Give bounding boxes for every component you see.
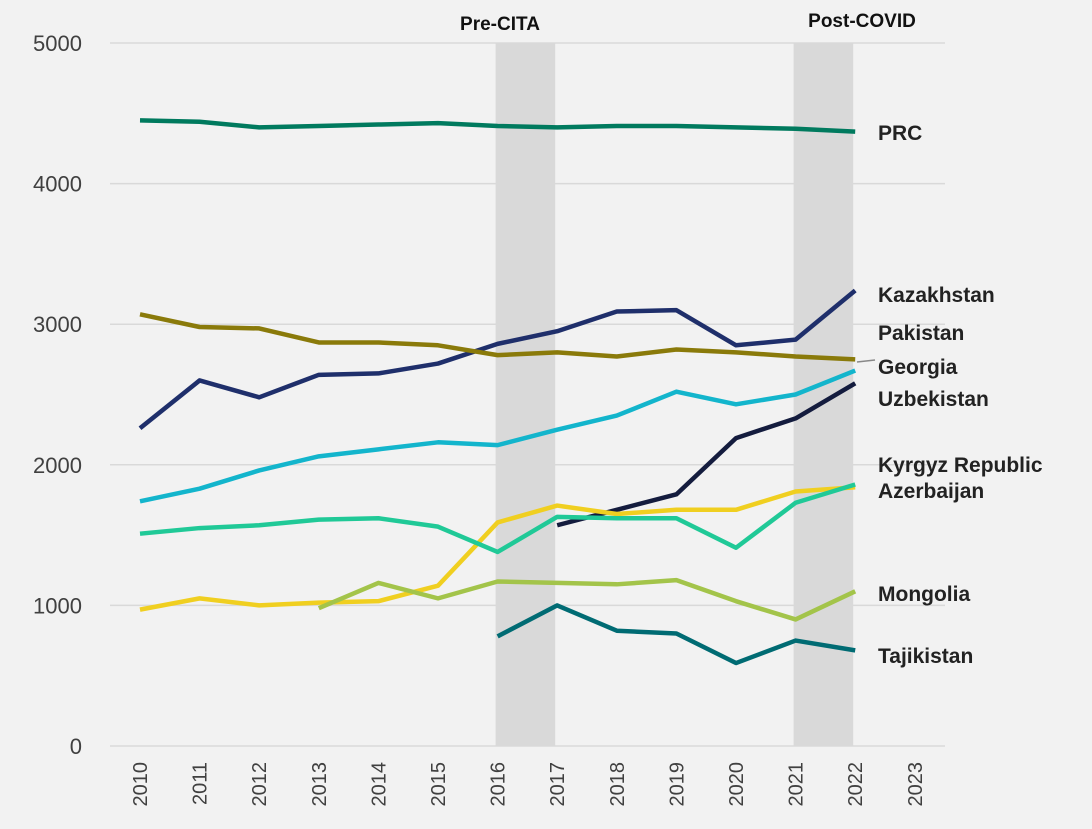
series-line <box>139 118 856 134</box>
series-label: PRC <box>878 122 922 145</box>
series-label: Kazakhstan <box>878 284 995 307</box>
band-label: Post-COVID <box>808 11 916 32</box>
x-tick-label: 2014 <box>368 762 390 807</box>
y-tick-label: 3000 <box>33 312 82 337</box>
x-tick-label: 2018 <box>607 762 629 807</box>
y-tick-label: 5000 <box>33 31 82 56</box>
x-tick-label: 2021 <box>786 762 808 807</box>
series-label: Pakistan <box>878 322 964 345</box>
y-tick-label: 1000 <box>33 593 82 618</box>
y-tick-label: 0 <box>70 734 82 759</box>
x-tick-label: 2013 <box>309 762 331 807</box>
series-label: Tajikistan <box>878 645 973 668</box>
band-label: Pre-CITA <box>460 14 540 35</box>
x-tick-label: 2010 <box>130 762 152 807</box>
x-tick-label: 2022 <box>845 762 867 807</box>
x-tick-label: 2017 <box>547 762 569 807</box>
x-tick-label: 2016 <box>488 762 510 807</box>
series-line <box>496 603 856 666</box>
y-tick-label: 2000 <box>33 453 82 478</box>
series-label: Uzbekistan <box>878 388 989 411</box>
series-label: Kyrgyz Republic <box>878 454 1043 477</box>
x-tick-label: 2020 <box>726 762 748 807</box>
series-line <box>317 577 857 622</box>
series-line <box>138 288 857 430</box>
x-tick-label: 2015 <box>428 762 450 807</box>
x-tick-label: 2011 <box>190 762 212 805</box>
x-tick-label: 2012 <box>249 762 271 807</box>
series-line <box>139 312 856 362</box>
series-label: Mongolia <box>878 583 970 606</box>
x-tick-label: 2023 <box>905 762 927 807</box>
series-label: Azerbaijan <box>878 480 984 503</box>
shaded-band <box>793 43 854 746</box>
series-line <box>139 485 856 612</box>
leader-line <box>856 359 876 363</box>
series-line <box>139 368 857 504</box>
series-line <box>139 482 856 555</box>
series-label: Georgia <box>878 356 958 379</box>
y-tick-label: 4000 <box>33 172 82 197</box>
shaded-band <box>495 43 556 746</box>
x-tick-label: 2019 <box>666 762 688 807</box>
